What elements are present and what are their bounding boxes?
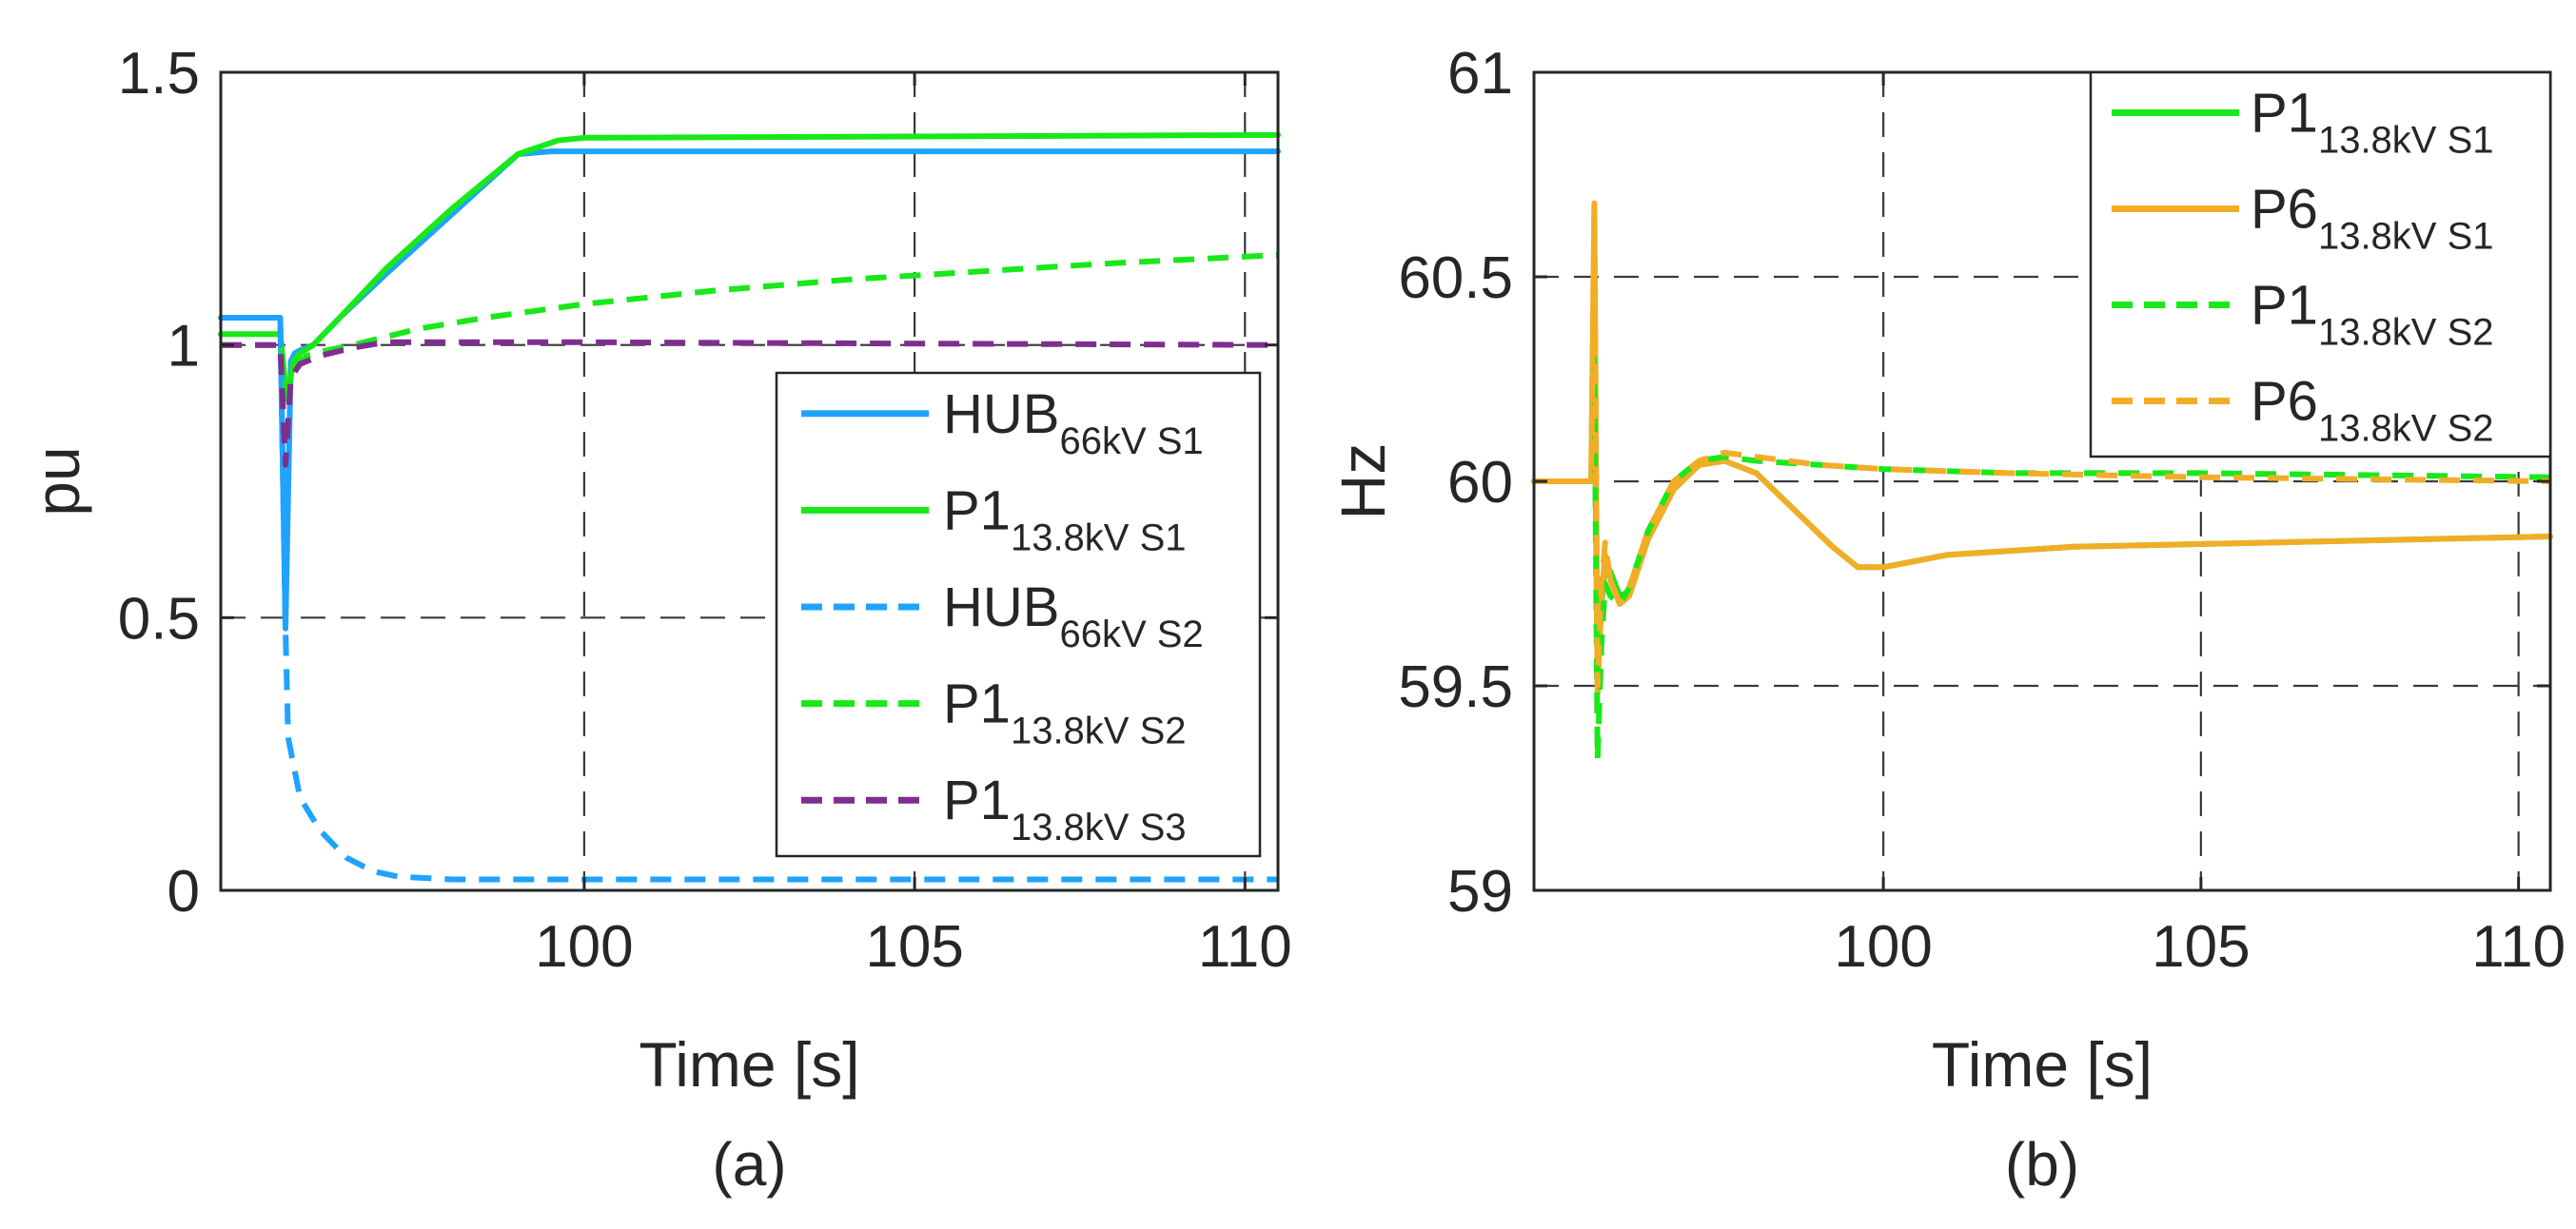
panel-a-ytick-label-1: 0.5 <box>118 586 200 652</box>
panel-a-caption: (a) <box>712 1130 786 1199</box>
panel-b-legend-label-2: P113.8kV S2 <box>2251 275 2494 354</box>
panel-b-legend: P113.8kV S1 P613.8kV S1 P113.8kV S2 P613.8k… <box>2089 70 2552 458</box>
panel-a-ticks: 100 105 110 0 0.5 1 1.5 <box>118 41 1292 980</box>
panel-b-ytick-label-4: 61 <box>1447 41 1513 107</box>
panel-b-legend-box <box>2089 70 2552 458</box>
panel-a-xtick-label-0: 100 <box>535 914 633 980</box>
panel-a-series-4 <box>221 339 1279 468</box>
panel-b-xtick-label-1: 105 <box>2152 914 2250 980</box>
panel-a-legend-label-2: HUB66kV S2 <box>943 576 1204 655</box>
panel-a-xtick-label-2: 110 <box>1198 914 1292 980</box>
panel-b-legend-label-0: P113.8kV S1 <box>2251 83 2494 162</box>
panel-b-series-2 <box>1534 356 2551 763</box>
panel-a-legend-label-4: P113.8kV S3 <box>943 770 1187 849</box>
panel-b-xlabel: Time [s] <box>1932 1029 2153 1100</box>
panel-a-ytick-label-3: 1.5 <box>118 41 200 107</box>
panel-b-legend-label-1: P613.8kV S1 <box>2251 179 2494 258</box>
panel-a-axes-box <box>219 70 1280 892</box>
panel-b-ytick-label-0: 59 <box>1447 859 1513 925</box>
panel-a-ytick-label-0: 0 <box>167 859 200 925</box>
panel-b-xtick-label-0: 100 <box>1834 914 1932 980</box>
panel-a-xlabel: Time [s] <box>639 1029 859 1100</box>
panel-b-xtick-label-2: 110 <box>2471 914 2566 980</box>
panel-a-xtick-label-1: 105 <box>865 914 963 980</box>
panel-a-series-2 <box>221 315 1278 883</box>
panel-a-ylabel: pu <box>22 446 92 516</box>
panel-a: 100 105 110 0 0.5 1 1.5 Time [s] pu (a) HUB66k… <box>22 41 1292 1199</box>
panel-b-caption: (b) <box>2005 1130 2079 1199</box>
panel-a-legend: HUB66kV S1 P113.8kV S1 HUB66kV S2 P113.8kV … <box>775 371 1262 858</box>
panel-a-series <box>218 131 1281 883</box>
panel-b-legend-label-3: P613.8kV S2 <box>2251 371 2494 450</box>
panel-b-ytick-label-3: 60.5 <box>1398 245 1513 311</box>
panel-b-ytick-label-1: 59.5 <box>1398 654 1513 720</box>
panel-a-legend-label-0: HUB66kV S1 <box>943 383 1204 462</box>
panel-a-ytick-label-2: 1 <box>167 314 200 380</box>
panel-b-series-3 <box>1534 208 2551 689</box>
panel-b-ticks: 100 105 110 59 59.5 60 60.5 61 <box>1398 41 2566 980</box>
panel-b-ylabel: Hz <box>1327 443 1398 520</box>
panel-b-ytick-label-2: 60 <box>1447 450 1513 516</box>
panel-a-legend-box <box>775 371 1262 858</box>
panel-a-series-1 <box>218 131 1281 402</box>
panel-b-series <box>1531 200 2553 763</box>
panel-a-legend-label-3: P113.8kV S2 <box>943 673 1187 752</box>
panel-a-legend-label-1: P113.8kV S1 <box>943 479 1187 558</box>
